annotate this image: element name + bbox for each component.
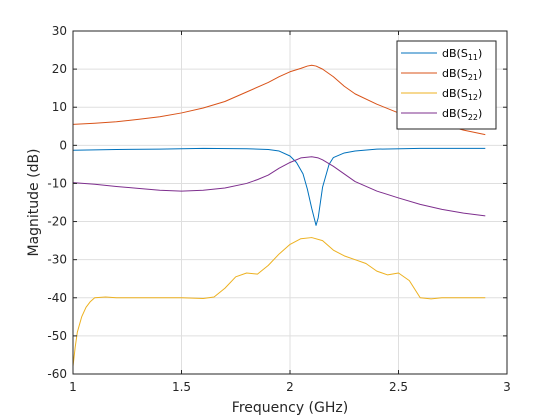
y-tick-label: -40 [47, 291, 67, 305]
y-tick-label: -10 [47, 176, 67, 190]
x-axis-label: Frequency (GHz) [232, 400, 348, 416]
series-layer [72, 64, 486, 367]
legend-entry-subscript: 11 [468, 53, 478, 62]
x-tick-label: 2.5 [389, 380, 408, 394]
legend-entry-close: ) [478, 67, 482, 80]
legend-entry-label: dB(S [442, 47, 468, 60]
x-tick-label: 1 [69, 380, 77, 394]
series-line-11 [72, 147, 486, 226]
legend-entry-label: dB(S [442, 67, 468, 80]
legend: dB(S11)dB(S21)dB(S12)dB(S22) [396, 40, 497, 130]
series-line-21 [72, 64, 486, 136]
tick-marks [72, 30, 508, 375]
series-line-12 [72, 237, 486, 367]
y-tick-label: 10 [52, 100, 67, 114]
legend-entry-subscript: 22 [468, 113, 478, 122]
x-tick-label: 1.5 [172, 380, 191, 394]
y-tick-label: 0 [59, 138, 67, 152]
legend-entry-subscript: 21 [468, 73, 478, 82]
legend-entry-close: ) [478, 87, 482, 100]
x-tick-label: 3 [503, 380, 511, 394]
legend-entry-subscript: 12 [468, 93, 478, 102]
y-axis-label: Magnitude (dB) [26, 148, 42, 256]
tick-labels: 1 1.5 2 2.5 3 -60 -50 -40 -30 -20 -10 0 10 20 30 [47, 24, 510, 394]
y-tick-label: -60 [47, 367, 67, 381]
legend-entry-close: ) [478, 107, 482, 120]
legend-entry: dB(S11) [442, 47, 482, 62]
legend-box [396, 40, 497, 130]
legend-entry: dB(S12) [442, 87, 482, 102]
series-line-22 [72, 156, 486, 217]
y-tick-label: -50 [47, 329, 67, 343]
y-tick-label: -20 [47, 215, 67, 229]
y-tick-label: 20 [52, 62, 67, 76]
y-tick-label: 30 [52, 24, 67, 38]
legend-entry: dB(S21) [442, 67, 482, 82]
legend-entry-close: ) [478, 47, 482, 60]
y-tick-label: -30 [47, 253, 67, 267]
legend-entry-label: dB(S [442, 87, 468, 100]
x-tick-label: 2 [286, 380, 294, 394]
legend-entry-label: dB(S [442, 107, 468, 120]
legend-entry: dB(S22) [442, 107, 482, 122]
